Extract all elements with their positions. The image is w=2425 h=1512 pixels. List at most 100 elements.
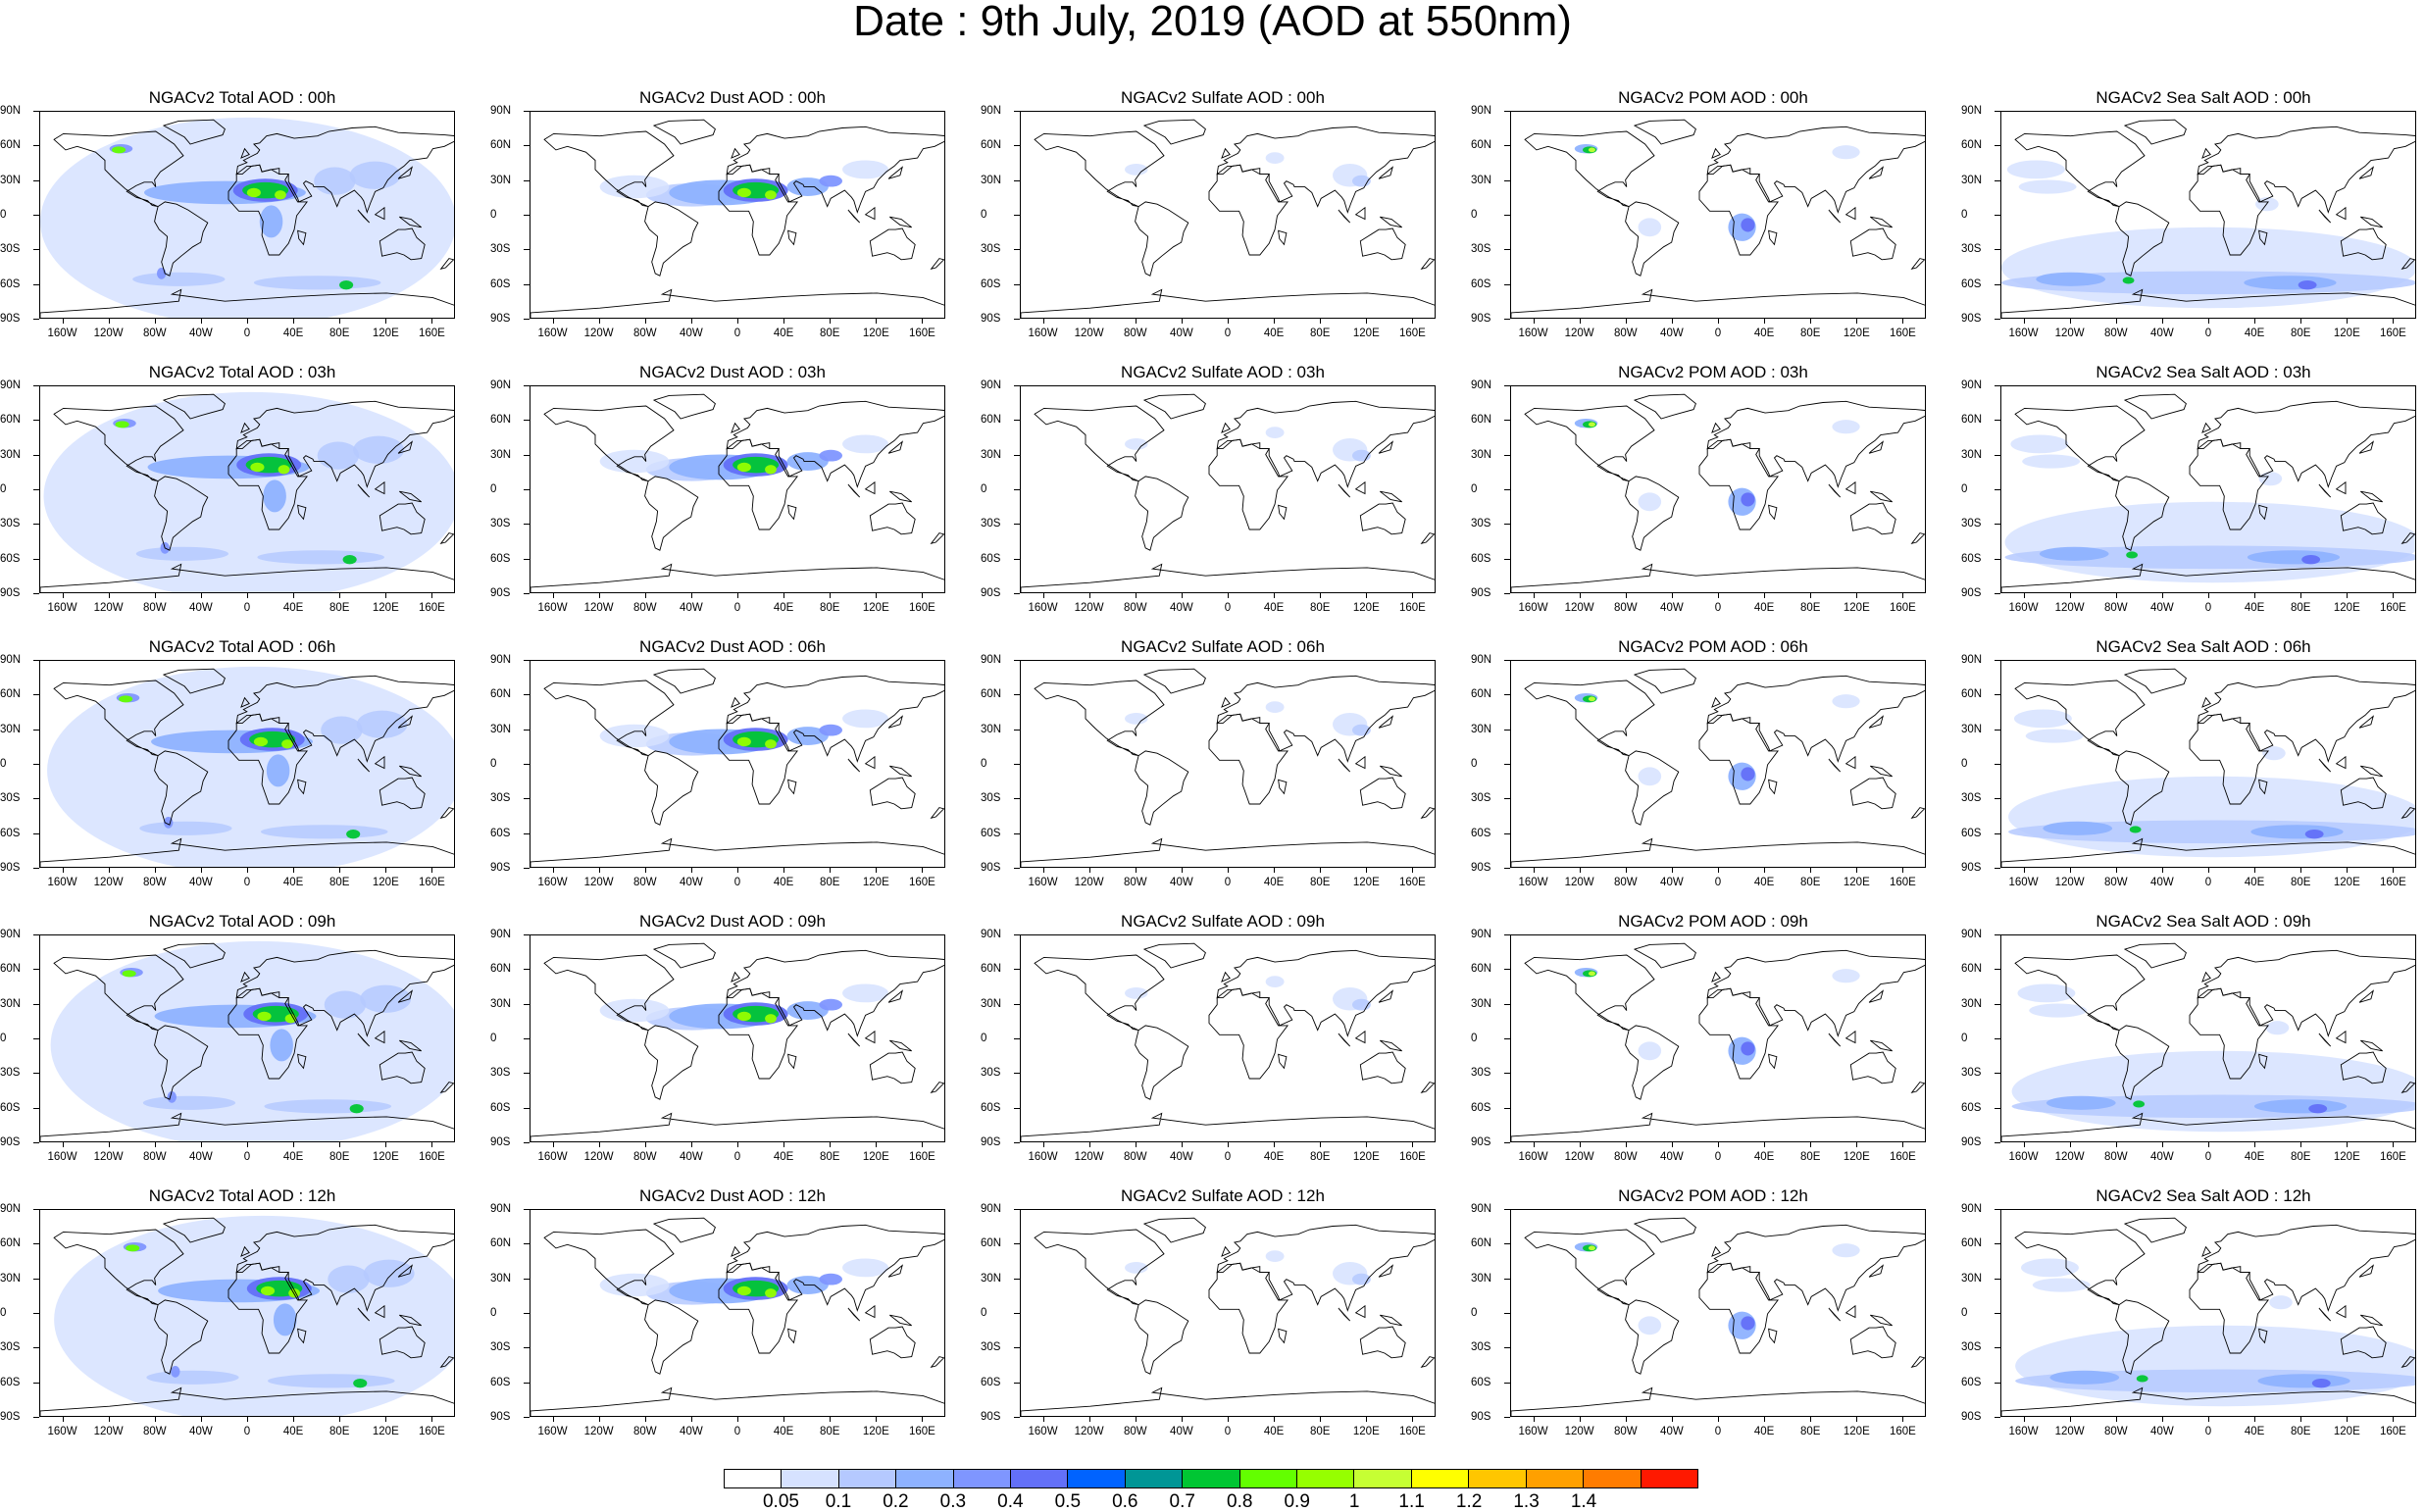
coastline [1021,288,1435,318]
latitude-label: 90S [1961,862,1982,874]
longitude-tick [783,319,785,324]
latitude-tick [33,319,39,320]
longitude-tick [2347,868,2349,873]
latitude-label: 30S [0,792,21,805]
longitude-tick [1579,1417,1581,1422]
latitude-tick [1504,454,1510,456]
seasalt-aod-plume [2017,983,2076,1003]
coastline [1844,1030,1856,1044]
coastline [1828,758,1842,773]
latitude-label: 30N [1961,1272,1983,1285]
longitude-tick [247,868,248,873]
latitude-tick [33,660,39,661]
longitude-label: 40W [1660,1151,1684,1163]
world-map [530,385,945,593]
longitude-label: 120E [1352,602,1380,614]
latitude-tick [524,179,530,181]
coastline [1524,405,1655,482]
longitude-tick [2115,593,2117,598]
longitude-tick [922,1417,924,1422]
latitude-label: 90S [0,1136,21,1148]
total-aod-plume [275,190,286,200]
latitude-tick [524,1107,530,1109]
longitude-label: 80E [2290,328,2311,339]
seasalt-aod-plume [2021,1258,2079,1278]
latitude-label: 60N [1471,963,1492,976]
coastline [1633,119,1696,145]
coastline [847,209,861,224]
longitude-tick [690,319,692,324]
longitude-label: 160E [1399,328,1426,339]
coastline [1706,949,1925,1037]
longitude-tick [1228,1417,1229,1422]
coastline [652,393,716,420]
latitude-tick [33,558,39,560]
longitude-label: 40W [680,328,703,339]
coastline [543,405,675,482]
longitude-label: 0 [243,602,251,614]
latitude-label: 30N [981,1272,1002,1285]
coastline [2340,777,2387,810]
world-map [2000,660,2416,868]
longitude-label: 40W [680,602,703,614]
latitude-label: 60N [1961,1237,1983,1250]
coastline [2197,400,2415,488]
longitude-label: 120E [862,602,889,614]
coastline [1216,1224,1435,1312]
longitude-tick [154,1417,156,1422]
colorbar-label: 1.1 [1398,1491,1425,1512]
longitude-tick [2115,868,2117,873]
latitude-tick [1995,764,2000,765]
longitude-label: 0 [1714,1151,1722,1163]
longitude-label: 160W [1518,877,1548,888]
coastline [1338,209,1351,224]
longitude-tick [2115,1142,2117,1147]
world-map [39,385,455,593]
coastline [1698,1262,1780,1354]
map-panel-pom: NGACv2 POM AOD : 12h 90N 60N 30N 0 30S 60S 90S 1… [1471,1186,1955,1461]
latitude-label: 60S [981,277,1001,290]
longitude-label: 40E [1263,1426,1285,1437]
map-panel-total: NGACv2 Total AOD : 03h 90N 60N 30N 0 30S 60S 90… [0,363,484,637]
sulfate-aod-plume [1125,164,1148,176]
latitude-tick [524,969,530,971]
map-canvas [40,940,454,1141]
sulfate-aod-plume [1125,713,1148,725]
total-aod-plume [171,1366,180,1378]
longitude-tick [1810,1417,1812,1422]
latitude-label: 30S [1961,243,1982,256]
longitude-label: 40E [773,328,794,339]
coastline [1625,750,1680,826]
latitude-tick [1504,868,1510,869]
latitude-tick [33,868,39,869]
longitude-label: 0 [243,1426,251,1437]
latitude-label: 0 [1471,483,1478,495]
coastline [1021,837,1435,867]
latitude-tick [524,1209,530,1210]
seasalt-aod-plume [2133,1100,2146,1108]
longitude-label: 40E [282,877,304,888]
longitude-tick [1625,868,1627,873]
longitude-label: 40W [189,877,213,888]
map-canvas [1021,1217,1435,1416]
latitude-tick [524,454,530,456]
coastline [887,166,904,179]
seasalt-aod-plume [2301,554,2321,565]
latitude-tick [1504,1107,1510,1109]
longitude-label: 160E [419,1151,445,1163]
coastline [1208,1262,1289,1354]
latitude-label: 60N [0,139,22,152]
latitude-tick [524,420,530,422]
latitude-tick [524,283,530,285]
coastline [2001,563,2415,592]
coastline [162,119,226,145]
map-canvas [530,668,944,867]
latitude-tick [1995,868,2000,869]
coastline [889,216,912,228]
longitude-label: 120W [583,877,614,888]
longitude-tick [2347,1417,2349,1422]
coastline [930,807,944,819]
longitude-label: 160W [2008,328,2039,339]
longitude-label: 80E [1799,328,1821,339]
coastline [1142,668,1206,694]
